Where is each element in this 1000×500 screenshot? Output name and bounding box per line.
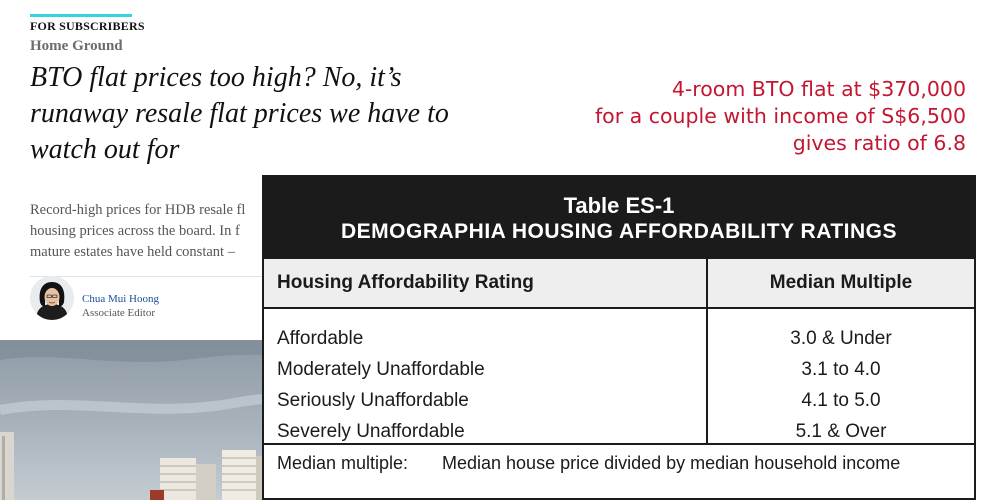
rating-label: Seriously Unaffordable	[277, 390, 469, 411]
headline-line: runaway resale flat prices we have to	[30, 98, 449, 129]
multiple-value: 5.1 & Over	[795, 421, 887, 442]
author-role: Associate Editor	[82, 307, 156, 319]
multiple-value: 4.1 to 5.0	[801, 390, 881, 411]
table-title: Table ES-1	[563, 193, 675, 218]
rating-label: Severely Unaffordable	[277, 421, 465, 442]
multiple-column: 3.0 & Under 3.1 to 4.0 4.1 to 5.0 5.1 & …	[708, 309, 974, 443]
article-headline[interactable]: BTO flat prices too high? No, it’s runaw…	[30, 60, 500, 168]
rating-label: Moderately Unaffordable	[277, 359, 485, 380]
rating-column: Affordable Moderately Unaffordable Serio…	[264, 309, 708, 443]
byline-divider	[30, 276, 262, 277]
annotation-line: for a couple with income of S$6,500	[594, 104, 966, 128]
column-header-rating: Housing Affordability Rating	[264, 259, 708, 307]
multiple-value: 3.1 to 4.0	[801, 359, 881, 380]
rating-label: Affordable	[277, 328, 364, 349]
multiple-value: 3.0 & Under	[790, 328, 892, 349]
affordability-annotation: 4-room BTO flat at $370,000 for a couple…	[595, 76, 966, 157]
column-header-multiple: Median Multiple	[769, 272, 913, 293]
author-avatar[interactable]	[30, 276, 74, 320]
subscriber-tag: FOR SUBSCRIBERS	[30, 19, 145, 33]
annotation-line: 4-room BTO flat at $370,000	[671, 77, 966, 101]
table-footnote: Median multiple: Median house price divid…	[264, 445, 974, 474]
table-subtitle: DEMOGRAPHIA HOUSING AFFORDABILITY RATING…	[341, 220, 897, 243]
standfirst-line: Record-high prices for HDB resale fl	[30, 202, 246, 218]
headline-line: BTO flat prices too high? No, it’s	[30, 62, 402, 93]
author-portrait-icon	[30, 276, 74, 320]
standfirst-line: housing prices across the board. In f	[30, 223, 240, 239]
table-header: Table ES-1 DEMOGRAPHIA HOUSING AFFORDABI…	[264, 177, 974, 259]
section-link[interactable]: Home Ground	[30, 38, 123, 54]
annotation-line: gives ratio of 6.8	[792, 131, 966, 155]
standfirst-line: mature estates have held constant –	[30, 244, 235, 260]
footnote-label: Median multiple:	[277, 453, 409, 473]
footnote-text: Median house price divided by median hou…	[442, 453, 901, 473]
table-body: Affordable Moderately Unaffordable Serio…	[264, 309, 974, 445]
headline-line: watch out for	[30, 134, 180, 165]
table-column-headers: Housing Affordability Rating Median Mult…	[264, 259, 974, 309]
article-standfirst: Record-high prices for HDB resale fl hou…	[30, 200, 262, 266]
affordability-ratings-table: Table ES-1 DEMOGRAPHIA HOUSING AFFORDABI…	[262, 175, 976, 500]
subscriber-accent-bar	[30, 14, 132, 17]
author-name-link[interactable]: Chua Mui Hoong	[82, 293, 159, 305]
